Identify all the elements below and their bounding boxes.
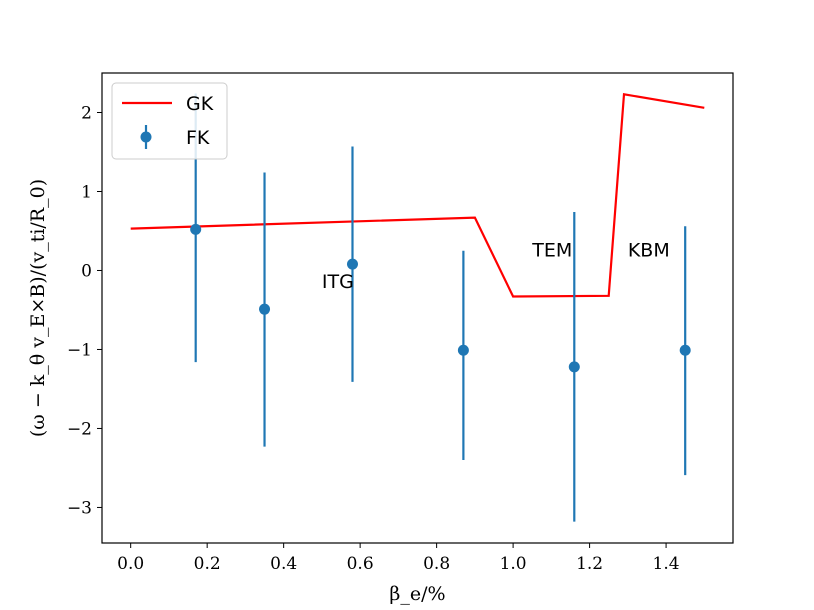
y-tick-label: 0 xyxy=(81,261,92,281)
fk-data-point xyxy=(190,223,202,235)
annotations: ITG TEM KBM xyxy=(322,239,670,293)
legend-gk-label: GK xyxy=(186,93,214,115)
x-tick-label: 1.4 xyxy=(653,554,680,574)
fk-data-point xyxy=(457,344,469,356)
gk-series-line xyxy=(130,93,705,298)
y-tick-label: 2 xyxy=(81,103,92,123)
x-tick-label: 1.2 xyxy=(576,554,603,574)
y-tick-label: −2 xyxy=(67,419,92,439)
legend-fk-label: FK xyxy=(186,127,210,149)
x-tick-label: 0.6 xyxy=(347,554,374,574)
annotation-tem: TEM xyxy=(531,239,572,261)
x-tick-label: 0.8 xyxy=(423,554,450,574)
fk-data-point xyxy=(679,344,691,356)
y-tick-label: −1 xyxy=(67,340,92,360)
fk-data-point xyxy=(346,258,358,270)
y-tick-label: −3 xyxy=(67,498,92,518)
x-tick-label: 0.0 xyxy=(117,554,144,574)
fk-data-point xyxy=(568,361,580,373)
x-axis-label: β_e/% xyxy=(389,583,445,605)
axes-frame xyxy=(101,72,734,544)
y-tick-label: 1 xyxy=(81,182,92,202)
legend-fk-marker xyxy=(140,131,152,143)
legend: GK FK xyxy=(111,82,228,160)
fk-data-point xyxy=(259,303,271,315)
x-tick-label: 0.4 xyxy=(270,554,297,574)
x-tick-label: 0.2 xyxy=(194,554,221,574)
ticks: 0.0 0.2 0.4 0.6 0.8 1.0 1.2 1.4 −3 −2 −1 0 1 2 xyxy=(67,103,680,574)
x-tick-label: 1.0 xyxy=(500,554,527,574)
annotation-itg: ITG xyxy=(322,271,354,293)
plot-marks xyxy=(130,93,705,522)
y-axis-label: (ω − k_θ v_E×B)/(v_ti/R_0) xyxy=(27,179,49,437)
annotation-kbm: KBM xyxy=(628,239,670,261)
